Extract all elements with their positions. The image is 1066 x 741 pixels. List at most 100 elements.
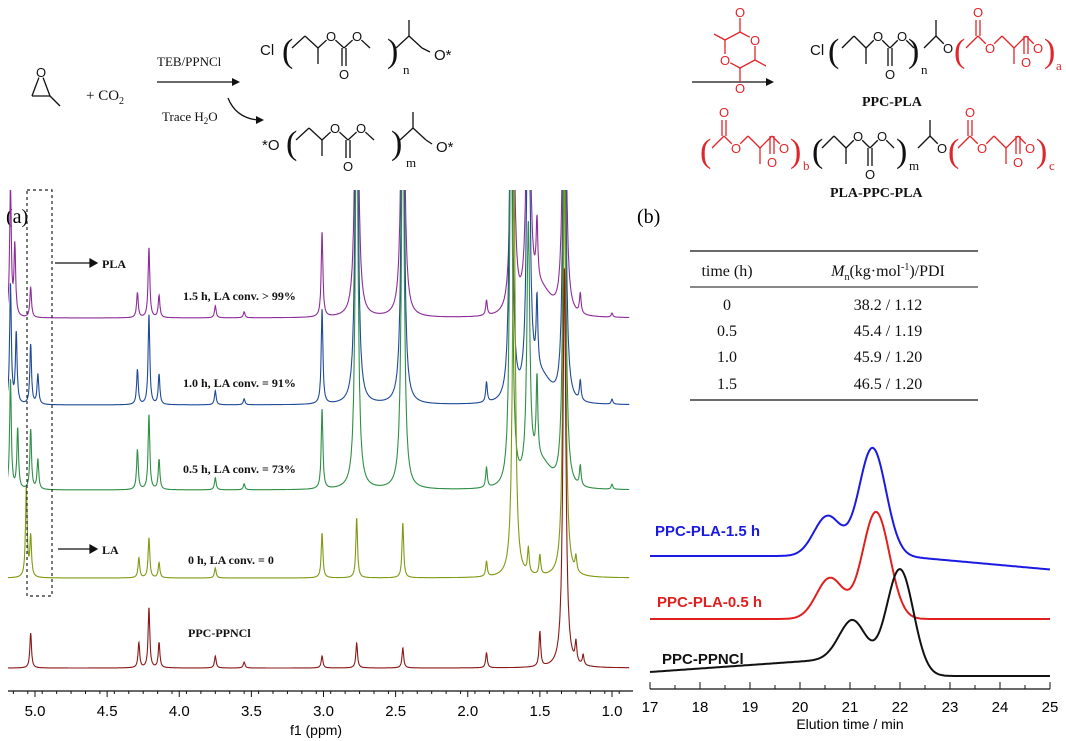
svg-text:1.0: 1.0 bbox=[717, 349, 737, 366]
pla-annotation: PLA bbox=[102, 257, 126, 271]
arrow-head-icon bbox=[256, 116, 264, 124]
gpc-label-ppc: PPC-PPNCl bbox=[662, 651, 744, 668]
bracket: ) bbox=[1044, 33, 1055, 70]
cl-end-group-2: Cl bbox=[810, 42, 824, 59]
bond bbox=[1017, 135, 1027, 145]
bracket: ( bbox=[812, 133, 823, 170]
bond bbox=[957, 135, 971, 149]
table-row: 1.5 46.5 / 1.20 bbox=[717, 376, 922, 393]
bond bbox=[771, 135, 781, 145]
bond bbox=[347, 131, 358, 141]
bond bbox=[31, 77, 40, 97]
atom-label: O bbox=[873, 29, 883, 44]
tick-label: 3.0 bbox=[313, 703, 334, 720]
bracket: ( bbox=[286, 125, 297, 162]
bond bbox=[295, 127, 310, 141]
bond bbox=[1025, 35, 1035, 45]
bond bbox=[841, 35, 855, 49]
bond bbox=[360, 39, 371, 49]
atom-label: O bbox=[326, 29, 336, 44]
table-row: 0 38.2 / 1.12 bbox=[723, 297, 922, 314]
cl-end-group: Cl bbox=[260, 42, 274, 59]
tick-label: 4.5 bbox=[97, 703, 118, 720]
repeat-b: b bbox=[803, 158, 810, 173]
bond bbox=[739, 135, 749, 145]
atom-label: O bbox=[731, 141, 741, 156]
bond bbox=[343, 39, 354, 49]
table-header-mn-pdi: Mn(kg·mol-1)/PDI bbox=[830, 262, 945, 283]
atom-label: O bbox=[885, 67, 895, 82]
bond bbox=[713, 33, 726, 41]
bond bbox=[845, 139, 855, 149]
atom-label: O bbox=[897, 29, 907, 44]
atom-label: O bbox=[735, 81, 745, 96]
tick-label: 25 bbox=[1042, 699, 1059, 716]
bond bbox=[977, 35, 987, 45]
nmr-x-axis: 5.0 4.5 4.0 3.5 3.0 2.5 2.0 1.5 1.0 bbox=[8, 690, 633, 720]
nmr-trace bbox=[8, 190, 630, 406]
bond bbox=[861, 139, 871, 149]
bond bbox=[49, 95, 61, 107]
atom-label: O bbox=[973, 5, 983, 20]
bond bbox=[889, 39, 899, 49]
bond bbox=[969, 135, 979, 145]
bond bbox=[321, 131, 332, 141]
atom-label: O bbox=[720, 53, 730, 68]
table-row: 1.0 45.9 / 1.20 bbox=[717, 349, 922, 366]
tick-label: 4.0 bbox=[169, 703, 190, 720]
catalyst-label: TEB/PPNCl bbox=[157, 54, 222, 69]
repeat-m: m bbox=[406, 155, 416, 170]
bond bbox=[395, 35, 410, 49]
gpc-trace bbox=[650, 510, 1050, 620]
curved-arrow bbox=[227, 97, 259, 121]
trace-label-ppc: PPC-PPNCl bbox=[188, 626, 251, 640]
bond bbox=[881, 39, 891, 49]
atom-label: O bbox=[985, 41, 995, 56]
table-row: 0.5 45.4 / 1.19 bbox=[717, 323, 922, 340]
o-star-start: *O bbox=[262, 137, 280, 154]
atom-label: O bbox=[767, 155, 777, 170]
bracket: ) bbox=[1036, 133, 1047, 170]
atom-label: O bbox=[356, 121, 366, 136]
gpc-x-axis: 17 18 19 20 21 22 23 24 25 bbox=[642, 682, 1059, 716]
bond bbox=[965, 35, 979, 49]
bond bbox=[905, 39, 915, 49]
trace-label-0-5h: 0.5 h, LA conv. = 73% bbox=[183, 462, 296, 476]
tick-label: 22 bbox=[892, 699, 909, 716]
co2-label: + CO2 bbox=[86, 88, 124, 107]
bond bbox=[412, 127, 427, 141]
atom-label: O bbox=[965, 105, 975, 120]
bond bbox=[334, 39, 345, 49]
atom-label: O bbox=[853, 129, 863, 144]
arrow-head-icon bbox=[89, 257, 99, 269]
nmr-x-axis-label: f1 (ppm) bbox=[290, 722, 342, 738]
gpc-trace bbox=[650, 446, 1051, 571]
atom-label: O bbox=[343, 159, 353, 174]
tick-label: 2.5 bbox=[385, 703, 406, 720]
bond bbox=[853, 35, 867, 49]
panel-b-label: (b) bbox=[637, 206, 660, 228]
bond bbox=[985, 135, 995, 145]
atom-label: O bbox=[1033, 41, 1043, 56]
trace-water-label: Trace H2O bbox=[162, 109, 218, 126]
bond bbox=[821, 135, 835, 149]
bracket: ) bbox=[896, 133, 907, 170]
svg-text:38.2 / 1.12: 38.2 / 1.12 bbox=[854, 297, 922, 314]
bracket: ( bbox=[828, 33, 839, 70]
atom-label: O bbox=[937, 141, 947, 156]
atom-label: O bbox=[352, 29, 362, 44]
bond bbox=[833, 135, 847, 149]
tick-label: 3.5 bbox=[241, 703, 262, 720]
o-star-end-2: O* bbox=[436, 139, 454, 156]
bond bbox=[338, 131, 349, 141]
bracket: ) bbox=[391, 125, 402, 162]
svg-text:0.5: 0.5 bbox=[717, 323, 737, 340]
arrow-head-icon bbox=[766, 78, 774, 86]
bracket: ) bbox=[790, 133, 801, 170]
atom-label: O bbox=[1025, 141, 1035, 156]
tick-label: 1.0 bbox=[602, 703, 623, 720]
atom-label: O bbox=[877, 129, 887, 144]
tick-label: 19 bbox=[742, 699, 759, 716]
tick-label: 2.0 bbox=[457, 703, 478, 720]
